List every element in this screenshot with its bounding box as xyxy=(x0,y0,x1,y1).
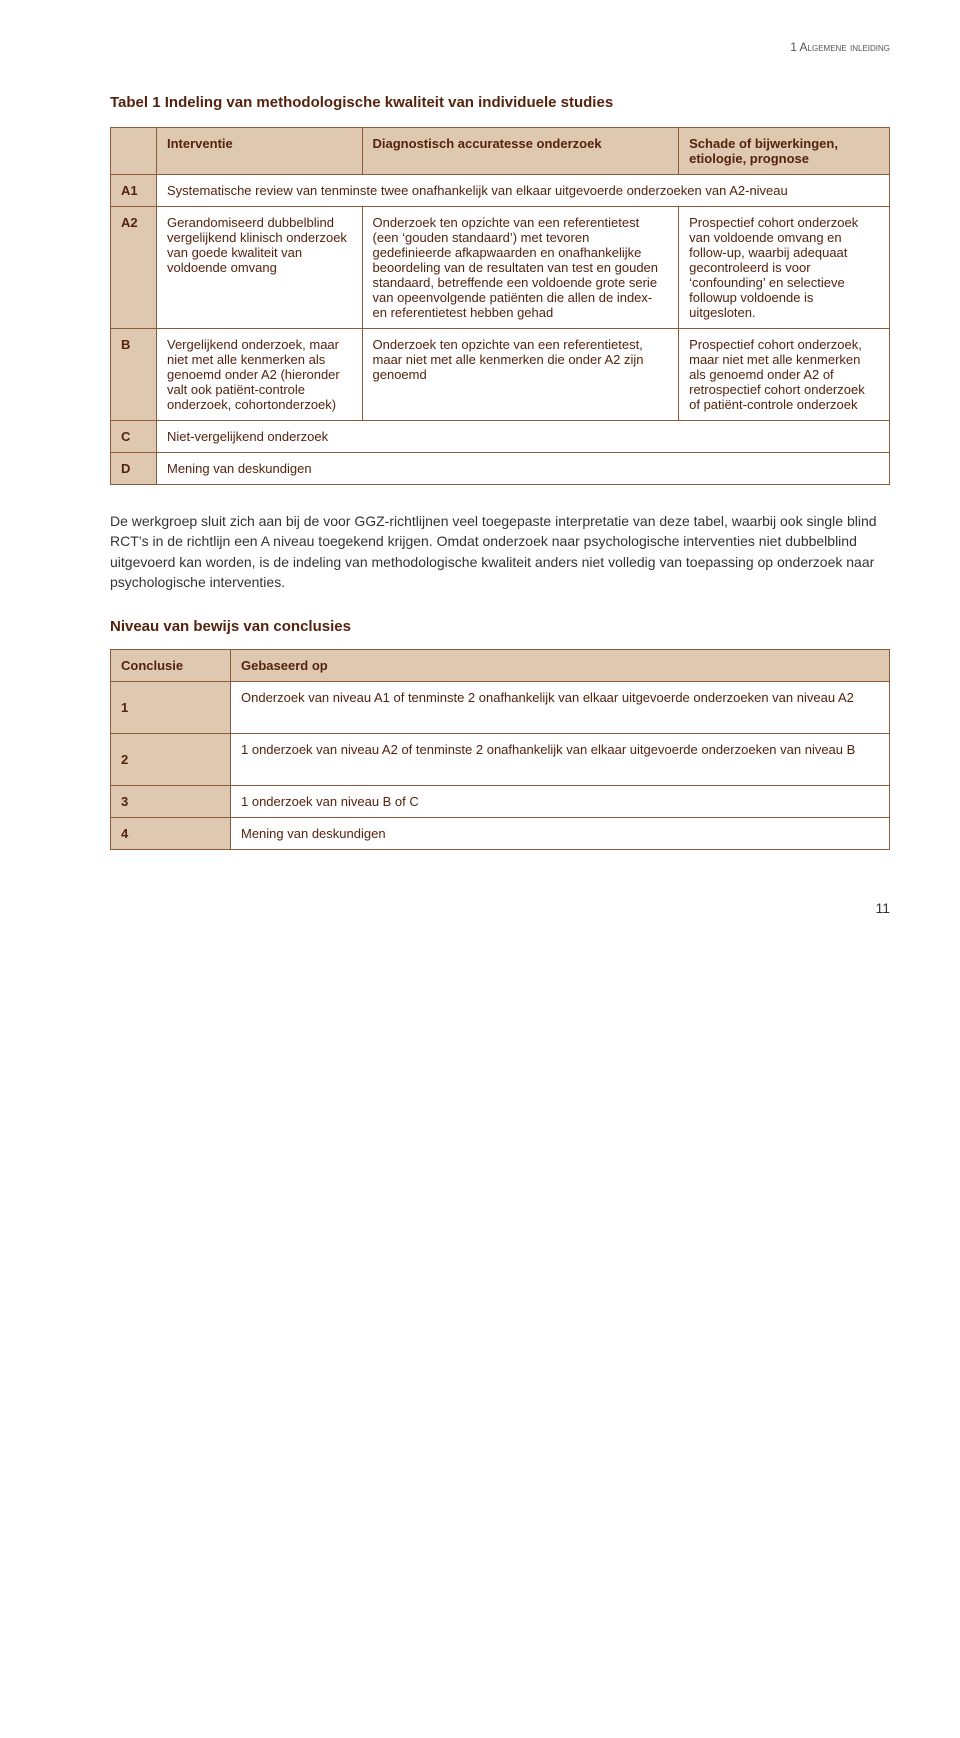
row-code-b: B xyxy=(111,329,157,421)
table2-header-gebaseerd: Gebaseerd op xyxy=(231,650,890,682)
row-c-text: Niet-vergelijkend onderzoek xyxy=(157,421,890,453)
row-b-c2: Onderzoek ten opzichte van een referenti… xyxy=(362,329,679,421)
t2-code-4: 4 xyxy=(111,818,231,850)
table-row: 3 1 onderzoek van niveau B of C xyxy=(111,786,890,818)
row-a2-c3: Prospectief cohort onderzoek van voldoen… xyxy=(679,207,890,329)
row-a2-c1: Gerandomiseerd dubbelblind ver­gelijkend… xyxy=(157,207,363,329)
row-code-c: C xyxy=(111,421,157,453)
row-a1-text: Systematische review van tenminste twee … xyxy=(157,175,890,207)
table-row: A1 Systematische review van tenminste tw… xyxy=(111,175,890,207)
row-a2-c2: Onderzoek ten opzichte van een referenti… xyxy=(362,207,679,329)
t2-text-2: 1 onderzoek van niveau A2 of tenminste 2… xyxy=(231,734,890,786)
table-row: B Vergelijkend onderzoek, maar niet met … xyxy=(111,329,890,421)
row-b-c3: Prospectief cohort onderzoek, maar niet … xyxy=(679,329,890,421)
t2-text-1: Onderzoek van niveau A1 of tenminste 2 o… xyxy=(231,682,890,734)
table-row: C Niet-vergelijkend onderzoek xyxy=(111,421,890,453)
table2-header-conclusie: Conclusie xyxy=(111,650,231,682)
t2-text-4: Mening van deskundigen xyxy=(231,818,890,850)
table2: Conclusie Gebaseerd op 1 Onderzoek van n… xyxy=(110,649,890,850)
table1-header-empty xyxy=(111,128,157,175)
row-d-text: Mening van deskundigen xyxy=(157,453,890,485)
body-paragraph: De werkgroep sluit zich aan bij de voor … xyxy=(110,511,890,592)
row-b-c1: Vergelijkend onderzoek, maar niet met al… xyxy=(157,329,363,421)
t2-code-2: 2 xyxy=(111,734,231,786)
table-row: 4 Mening van deskundigen xyxy=(111,818,890,850)
running-head: 1 Algemene inleiding xyxy=(110,40,890,54)
row-code-a2: A2 xyxy=(111,207,157,329)
row-code-d: D xyxy=(111,453,157,485)
page-number: 11 xyxy=(110,900,890,916)
subheading-niveau: Niveau van bewijs van conclusies xyxy=(110,618,890,635)
row-code-a1: A1 xyxy=(111,175,157,207)
t2-code-3: 3 xyxy=(111,786,231,818)
table1-title: Tabel 1 Indeling van methodologische kwa… xyxy=(110,94,890,111)
table1-header-schade: Schade of bijwerkingen, etiologie, progn… xyxy=(679,128,890,175)
table-row: 1 Onderzoek van niveau A1 of tenminste 2… xyxy=(111,682,890,734)
table-row: 2 1 onderzoek van niveau A2 of tenminste… xyxy=(111,734,890,786)
t2-text-3: 1 onderzoek van niveau B of C xyxy=(231,786,890,818)
table-row: A2 Gerandomiseerd dubbelblind ver­gelijk… xyxy=(111,207,890,329)
t2-code-1: 1 xyxy=(111,682,231,734)
table-row: D Mening van deskundigen xyxy=(111,453,890,485)
table1-header-interventie: Interventie xyxy=(157,128,363,175)
table1: Interventie Diagnostisch accuratesse ond… xyxy=(110,127,890,485)
table1-header-diagnostisch: Diagnostisch accuratesse onderzoek xyxy=(362,128,679,175)
